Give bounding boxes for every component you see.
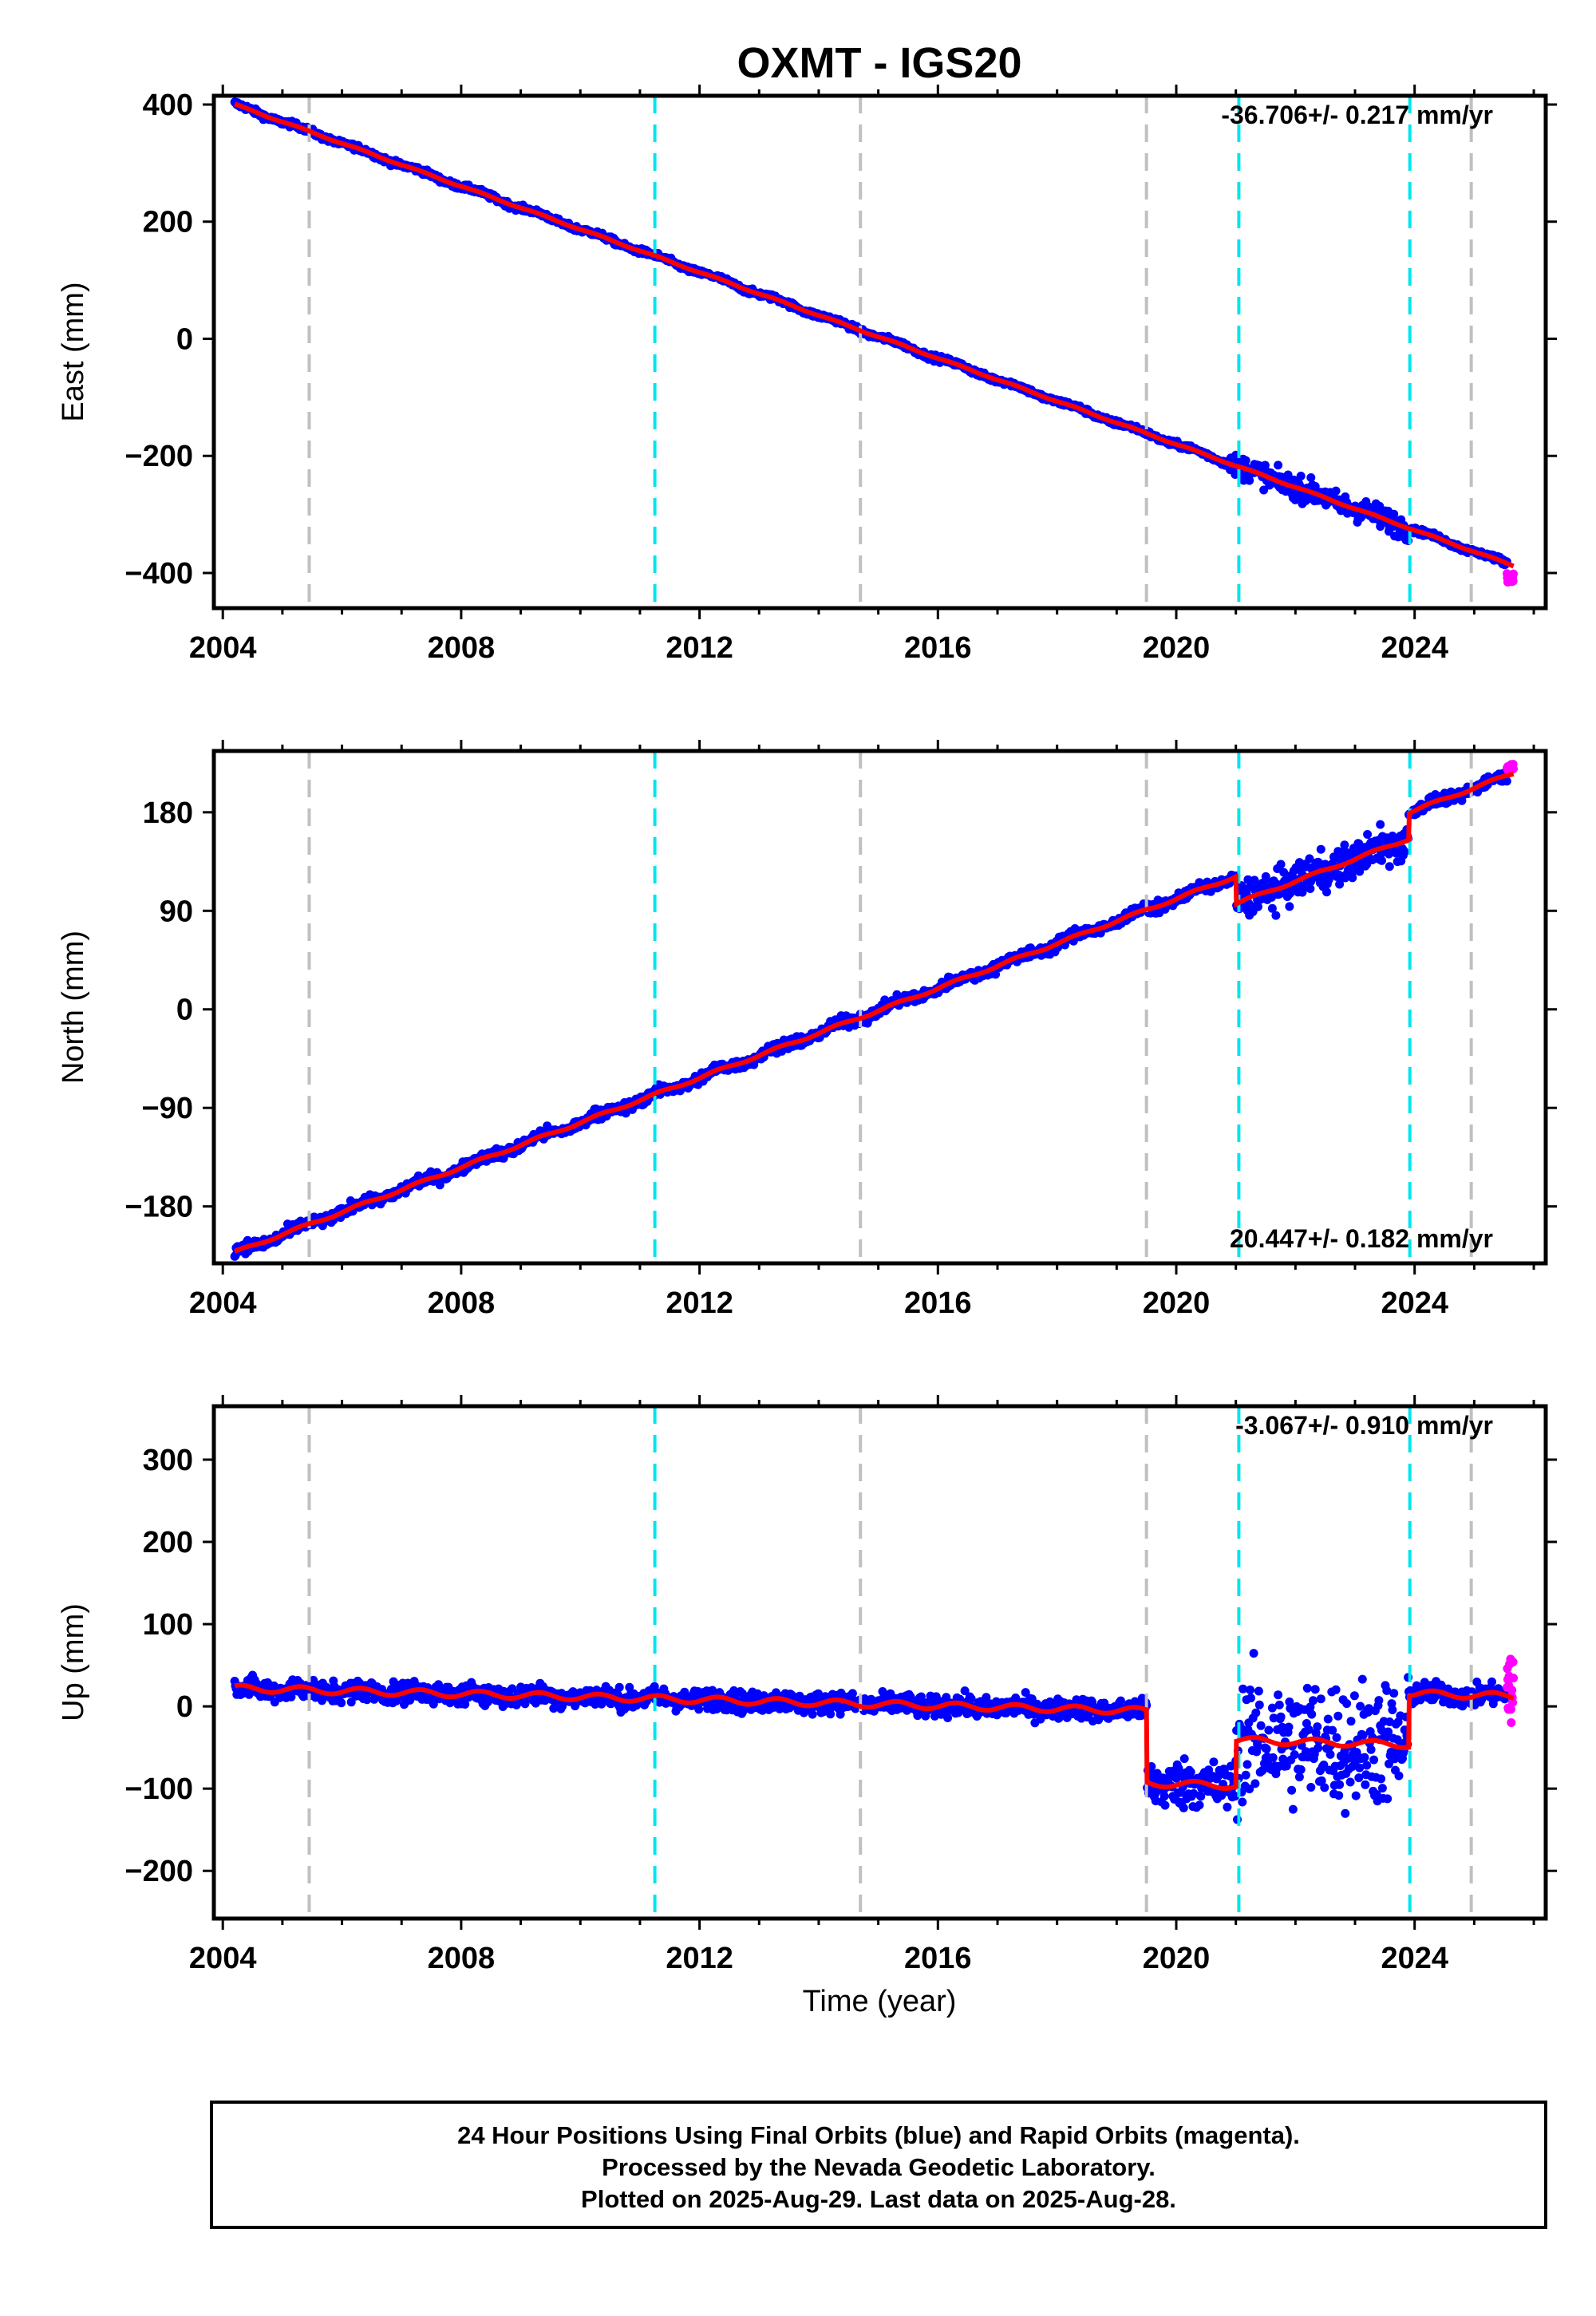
east-event-lines xyxy=(307,96,1473,608)
up-panel: 2004 2008 2012 2016 2020 2024−200−10001002003… xyxy=(57,1395,1557,1975)
north-panel: 2004 2008 2012 2016 2020 2024 −180 −90 0 90 180 Nor… xyxy=(57,740,1557,1320)
north-point xyxy=(1377,856,1386,865)
east-y-tick-label: 200 xyxy=(143,206,193,239)
north-x-tick-label: 2012 xyxy=(666,1286,733,1320)
up-point xyxy=(1179,1754,1189,1764)
up-point xyxy=(1160,1800,1170,1810)
east-y-axis-label: East (mm) xyxy=(57,282,90,421)
north-x-tick-label: 2004 xyxy=(189,1286,257,1320)
north-y-tick-label: −90 xyxy=(142,1092,193,1125)
east-y-tick-label: −200 xyxy=(124,440,193,473)
north-rapid-point xyxy=(1509,764,1518,773)
up-final-orbit-points xyxy=(230,1649,1511,1824)
up-point xyxy=(943,1713,953,1722)
up-point xyxy=(1159,1792,1169,1801)
east-y-tick-label: −400 xyxy=(124,557,193,591)
north-point xyxy=(1316,844,1325,854)
up-point xyxy=(826,1709,836,1719)
north-point xyxy=(1363,830,1373,839)
east-y-tick-label: 400 xyxy=(143,89,193,122)
north-point xyxy=(1385,862,1394,871)
east-x-tick-label: 2016 xyxy=(904,631,972,665)
east-x-tick-label: 2008 xyxy=(428,631,496,665)
up-point xyxy=(694,1705,704,1714)
north-y-tick-label: 0 xyxy=(176,994,193,1027)
east-point xyxy=(1331,486,1341,496)
east-x-tick-label: 2020 xyxy=(1143,631,1211,665)
north-x-tick-label: 2024 xyxy=(1381,1286,1448,1320)
north-point xyxy=(1400,847,1409,856)
east-rapid-point xyxy=(1509,569,1518,579)
north-point xyxy=(1271,911,1281,920)
north-x-tick-label: 2016 xyxy=(904,1286,972,1320)
north-rate-label: 20.447+/- 0.182 mm/yr xyxy=(1230,1224,1493,1253)
east-model-line xyxy=(234,101,1515,569)
up-point xyxy=(1179,1803,1188,1812)
north-y-tick-label: −180 xyxy=(124,1191,193,1224)
up-point xyxy=(808,1709,817,1719)
east-x-tick-label: 2004 xyxy=(189,631,257,665)
north-point xyxy=(1348,873,1357,883)
east-x-tick-label: 2012 xyxy=(666,631,733,665)
north-x-tick-label: 2020 xyxy=(1143,1286,1211,1320)
east-rapid-orbit-points xyxy=(1503,569,1518,587)
north-y-axis-label: North (mm) xyxy=(57,931,90,1084)
east-x-tick-label: 2024 xyxy=(1381,631,1448,665)
north-point xyxy=(1376,820,1385,829)
east-rate-label: -36.706+/- 0.217 mm/yr xyxy=(1221,101,1493,129)
north-point xyxy=(1276,860,1286,869)
north-point xyxy=(1340,840,1349,850)
north-point xyxy=(1322,887,1331,897)
east-point xyxy=(1241,456,1250,465)
east-panel: 2004 2008 2012 2016 2020 2024 −400 −200 0 200 400 E… xyxy=(57,85,1557,665)
north-y-tick-label: 180 xyxy=(143,796,193,830)
north-point xyxy=(1324,875,1333,884)
north-y-tick-label: 90 xyxy=(160,895,193,928)
up-point xyxy=(614,1682,624,1692)
north-x-tick-label: 2008 xyxy=(428,1286,496,1320)
east-point xyxy=(1274,460,1283,470)
up-point xyxy=(337,1698,346,1708)
up-point xyxy=(1116,1696,1125,1705)
east-point xyxy=(1306,473,1316,482)
north-point xyxy=(1285,902,1294,911)
up-point xyxy=(1186,1767,1195,1777)
east-y-tick-label: 0 xyxy=(176,322,193,356)
east-point xyxy=(1296,472,1306,480)
figure-title: OXMT - IGS20 xyxy=(737,39,1021,87)
